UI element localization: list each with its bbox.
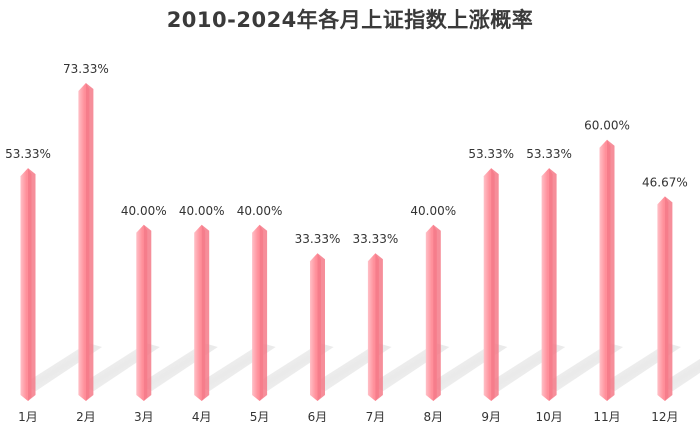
x-tick-label: 8月 [423,410,443,424]
x-tick-label: 4月 [192,410,212,424]
bar [541,168,557,401]
bar-value-label: 40.00% [410,204,456,218]
bar-value-label: 33.33% [353,232,399,246]
bar-value-label: 73.33% [63,62,109,76]
bar-side [664,196,673,401]
bar-side [85,83,94,401]
bar-side [375,253,383,401]
bar-value-label: 40.00% [121,204,167,218]
x-tick-label: 3月 [134,410,154,424]
x-tick-label: 12月 [651,410,678,424]
bar [367,253,383,401]
x-tick-label: 11月 [593,410,620,424]
bar-value-label: 60.00% [584,119,630,133]
bar-value-label: 40.00% [179,204,225,218]
bar [194,224,210,401]
x-tick-label: 9月 [481,410,501,424]
x-tick-label: 10月 [535,410,562,424]
bar-side [549,168,557,401]
bar-value-label: 53.33% [468,147,514,161]
bar-side [143,224,152,401]
bar-side [28,168,36,401]
bar [483,168,499,401]
bar-value-label: 40.00% [237,204,283,218]
chart-title: 2010-2024年各月上证指数上涨概率 [166,8,534,32]
x-tick-label: 5月 [250,410,270,424]
x-tick-label: 7月 [366,410,386,424]
bar [310,253,325,401]
bar [599,139,615,401]
bar-value-label: 53.33% [526,147,572,161]
bar [425,224,441,401]
bar [252,224,268,401]
bar-value-label: 53.33% [5,147,51,161]
bars [20,83,673,401]
bar [136,224,152,401]
bar-side [491,168,499,401]
x-tick-label: 2月 [76,410,96,424]
bar-value-label: 33.33% [295,232,341,246]
bar-value-label: 46.67% [642,175,688,189]
bar-side [259,224,268,401]
bar-side [433,224,441,401]
bar [20,168,36,401]
bar-side [201,224,210,401]
bar-shadows [22,343,700,391]
bar-side [607,139,615,401]
x-tick-label: 1月 [18,410,38,424]
x-tick-label: 6月 [308,410,328,424]
bar [657,196,673,401]
bar [78,83,94,401]
bar-side [317,253,325,401]
